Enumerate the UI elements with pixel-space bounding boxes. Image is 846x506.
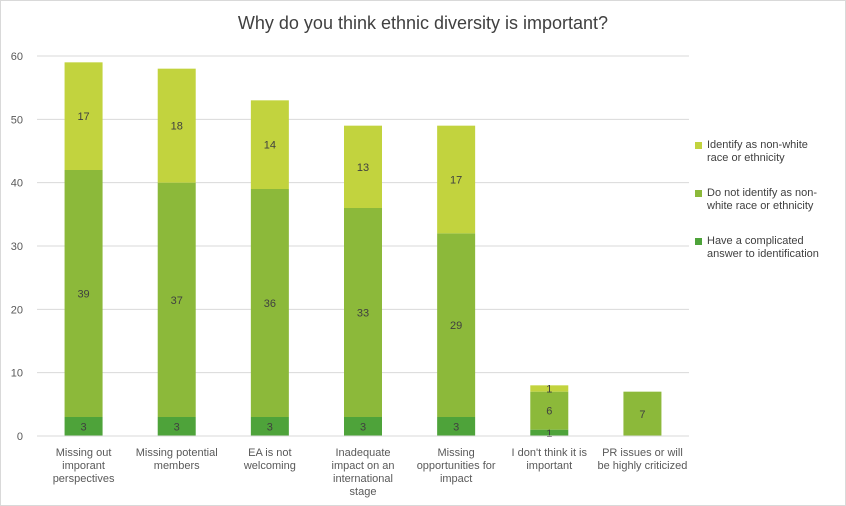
x-tick-label: EA is not welcoming bbox=[243, 447, 296, 472]
data-label: 17 bbox=[450, 175, 462, 187]
data-label: 37 bbox=[171, 295, 183, 307]
data-label: 7 bbox=[639, 409, 645, 421]
x-tick-label-line: Missing potential bbox=[136, 447, 218, 459]
x-tick-label-line: opportunities for bbox=[417, 460, 496, 472]
bar-segment bbox=[623, 391, 662, 436]
bar-segment bbox=[437, 233, 476, 417]
x-tick-label-line: EA is not bbox=[248, 447, 291, 459]
bar-segment bbox=[530, 385, 569, 392]
x-tick-label: Inadequate impact on an international stage bbox=[332, 447, 395, 498]
data-label: 3 bbox=[81, 422, 87, 434]
bar-segment bbox=[344, 208, 382, 417]
legend-swatch bbox=[695, 142, 702, 149]
bar-segment bbox=[530, 429, 569, 436]
y-tick-label: 10 bbox=[11, 368, 23, 380]
legend-swatch bbox=[695, 238, 702, 245]
x-tick-label: PR issues or will be highly criticized bbox=[597, 447, 687, 472]
bar-segment bbox=[530, 391, 569, 430]
y-tick-label: 30 bbox=[11, 241, 23, 253]
x-tick-label-line: Inadequate bbox=[335, 447, 390, 459]
x-tick-label-line: members bbox=[154, 460, 200, 472]
bar-segment bbox=[437, 125, 476, 234]
data-label: 3 bbox=[174, 422, 180, 434]
y-tick-label: 60 bbox=[11, 51, 23, 63]
x-tick-label: Missing out imporant perspectives bbox=[53, 447, 115, 485]
data-label: 3 bbox=[453, 422, 459, 434]
data-label: 14 bbox=[264, 140, 276, 152]
legend: Identify as non-white race or ethnicity Do… bbox=[695, 139, 845, 283]
x-tick-label-line: perspectives bbox=[53, 473, 115, 485]
x-tick-label: Missing potential members bbox=[136, 447, 218, 472]
x-tick-label-line: impact on an bbox=[332, 460, 395, 472]
y-tick-label: 50 bbox=[11, 114, 23, 126]
data-label: 36 bbox=[264, 298, 276, 310]
bar-segment bbox=[437, 417, 476, 436]
data-label: 1 bbox=[546, 428, 552, 440]
bar-segment bbox=[64, 62, 103, 171]
bar-segment bbox=[250, 100, 289, 189]
x-tick-label-line: I don't think it is bbox=[512, 447, 588, 459]
data-label: 39 bbox=[77, 289, 89, 301]
x-tick-label-line: PR issues or will bbox=[602, 447, 683, 459]
legend-label: Have a complicated bbox=[707, 235, 804, 247]
data-label: 17 bbox=[77, 111, 89, 123]
y-tick-label: 0 bbox=[17, 431, 23, 443]
legend-label: Identify as non-white bbox=[707, 139, 808, 151]
bar-segment bbox=[250, 417, 289, 436]
x-tick-label-line: welcoming bbox=[243, 460, 296, 472]
y-tick-label: 40 bbox=[11, 178, 23, 190]
x-tick-label: I don't think it is important bbox=[512, 447, 588, 472]
data-label: 3 bbox=[267, 422, 273, 434]
bar-segment bbox=[157, 68, 196, 183]
bar-segment bbox=[344, 417, 382, 436]
x-tick-label-line: be highly criticized bbox=[597, 460, 687, 472]
data-label: 18 bbox=[171, 121, 183, 133]
data-label: 33 bbox=[357, 308, 369, 320]
legend-label: race or ethnicity bbox=[707, 152, 785, 164]
data-label: 13 bbox=[357, 162, 369, 174]
legend-swatch bbox=[695, 190, 702, 197]
x-tick-label-line: international bbox=[333, 473, 393, 485]
bar-segment bbox=[64, 417, 103, 436]
bar-segment bbox=[250, 189, 289, 417]
x-tick-label-line: Missing bbox=[437, 447, 474, 459]
x-tick-label-line: imporant bbox=[62, 460, 105, 472]
x-tick-label-line: Missing out bbox=[56, 447, 112, 459]
bar-segment bbox=[157, 182, 196, 417]
legend-label: answer to identification bbox=[707, 248, 819, 260]
x-tick-label-line: stage bbox=[350, 486, 377, 498]
x-tick-label-line: impact bbox=[440, 473, 472, 485]
chart-title: Why do you think ethnic diversity is imp… bbox=[237, 13, 609, 33]
legend-item: Do not identify as non-white race or eth… bbox=[695, 187, 845, 213]
y-tick-label: 20 bbox=[11, 304, 23, 316]
data-label: 3 bbox=[360, 422, 366, 434]
legend-label: Do not identify as non- bbox=[707, 187, 818, 199]
bar-segment bbox=[64, 170, 103, 417]
legend-item: Have a complicated answer to identificati… bbox=[695, 235, 845, 261]
legend-label: white race or ethnicity bbox=[707, 200, 814, 212]
legend-item: Identify as non-white race or ethnicity bbox=[695, 139, 845, 165]
bar-segment bbox=[344, 125, 382, 208]
x-tick-label-line: important bbox=[526, 460, 572, 472]
data-label: 1 bbox=[546, 384, 552, 396]
x-tick-label: Missing opportunities for impact bbox=[417, 447, 496, 485]
data-label: 29 bbox=[450, 320, 462, 332]
data-label: 6 bbox=[546, 406, 552, 418]
bar-segment bbox=[157, 417, 196, 436]
